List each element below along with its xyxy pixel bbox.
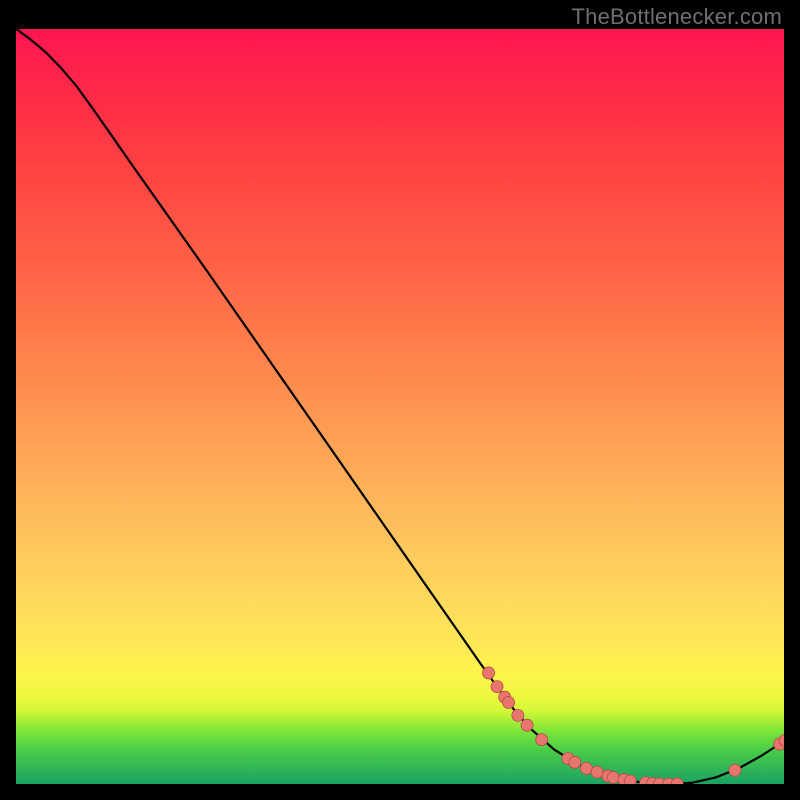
- data-marker: [580, 762, 592, 774]
- data-marker: [503, 696, 515, 708]
- data-marker: [729, 764, 741, 776]
- data-marker: [536, 734, 548, 746]
- data-marker: [591, 766, 603, 778]
- data-marker: [491, 681, 503, 693]
- data-marker: [569, 756, 581, 768]
- chart-svg: [15, 28, 785, 785]
- chart-container: TheBottlenecker.com: [0, 0, 800, 800]
- plot-area: [15, 28, 785, 785]
- data-marker: [624, 775, 636, 785]
- watermark-text: TheBottlenecker.com: [572, 4, 782, 30]
- data-marker: [512, 709, 524, 721]
- data-marker: [521, 719, 533, 731]
- gradient-background: [15, 28, 785, 785]
- data-marker: [483, 667, 495, 679]
- data-marker: [607, 771, 619, 783]
